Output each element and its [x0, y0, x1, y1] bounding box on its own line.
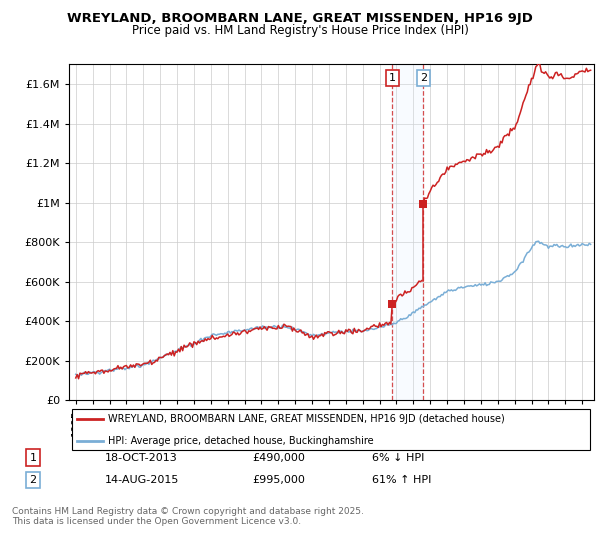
Text: 6% ↓ HPI: 6% ↓ HPI [372, 452, 424, 463]
Text: WREYLAND, BROOMBARN LANE, GREAT MISSENDEN, HP16 9JD: WREYLAND, BROOMBARN LANE, GREAT MISSENDE… [67, 12, 533, 25]
Text: 14-AUG-2015: 14-AUG-2015 [105, 475, 179, 485]
Text: 18-OCT-2013: 18-OCT-2013 [105, 452, 178, 463]
Text: WREYLAND, BROOMBARN LANE, GREAT MISSENDEN, HP16 9JD (detached house): WREYLAND, BROOMBARN LANE, GREAT MISSENDE… [109, 414, 505, 424]
Text: £995,000: £995,000 [252, 475, 305, 485]
Text: 2: 2 [29, 475, 37, 485]
Text: 1: 1 [29, 452, 37, 463]
Text: 2: 2 [419, 73, 427, 83]
Text: Contains HM Land Registry data © Crown copyright and database right 2025.
This d: Contains HM Land Registry data © Crown c… [12, 507, 364, 526]
FancyBboxPatch shape [71, 409, 590, 450]
Text: Price paid vs. HM Land Registry's House Price Index (HPI): Price paid vs. HM Land Registry's House … [131, 24, 469, 36]
Text: £490,000: £490,000 [252, 452, 305, 463]
Text: 1: 1 [389, 73, 396, 83]
Bar [392, 64, 423, 400]
Text: 61% ↑ HPI: 61% ↑ HPI [372, 475, 431, 485]
Text: HPI: Average price, detached house, Buckinghamshire: HPI: Average price, detached house, Buck… [109, 436, 374, 446]
